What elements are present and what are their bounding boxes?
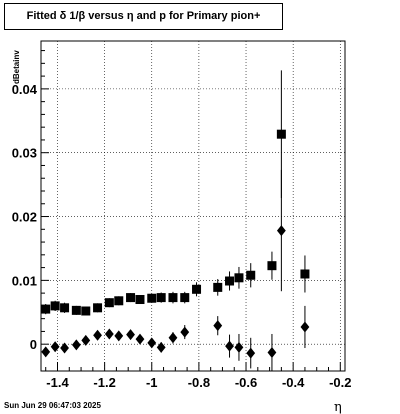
data-point-square [50, 301, 60, 311]
x-tick-label: -0.6 [235, 375, 257, 390]
data-point-diamond [147, 337, 157, 349]
x-tick-label: -1 [146, 375, 158, 390]
x-tick-label: -1.2 [93, 375, 115, 390]
data-point-square [147, 293, 157, 303]
axis-ticks [41, 50, 341, 371]
y-tick-label: 0 [30, 337, 37, 352]
data-point-diamond [93, 329, 102, 341]
data-point-diamond [41, 346, 51, 358]
x-tick-labels: -1.4 -1.2 -1 -0.8 -0.6 -0.4 -0.2 [46, 375, 351, 390]
data-point-square [93, 303, 103, 313]
y-tick-labels: 0 0.01 0.02 0.03 0.04 [12, 82, 38, 352]
plot-frame [40, 40, 346, 372]
data-point-square [104, 298, 114, 308]
data-point-diamond [267, 346, 277, 358]
data-point-square [114, 296, 124, 306]
data-point-diamond [104, 328, 114, 340]
y-tick-label: 0.02 [12, 210, 37, 225]
chart-title-box: Fitted δ 1/β versus η and p for Primary … [4, 3, 283, 30]
data-point-diamond [234, 341, 244, 353]
timestamp-label: Sun Jun 29 06:47:03 2025 [4, 401, 101, 410]
data-point-diamond [276, 225, 286, 237]
y-tick-label: 0.01 [12, 273, 37, 288]
grid-lines [41, 41, 345, 371]
y-tick-label: 0.04 [12, 82, 38, 97]
data-point-square [300, 269, 310, 279]
chart-title: Fitted δ 1/β versus η and p for Primary … [26, 10, 261, 22]
x-axis-label: η [334, 400, 342, 414]
x-tick-label: -0.4 [282, 375, 305, 390]
data-point-diamond [156, 341, 166, 353]
data-point-diamond [50, 341, 60, 353]
x-tick-label: -1.4 [46, 375, 69, 390]
data-point-square [276, 129, 286, 139]
data-point-diamond [246, 347, 256, 359]
data-point-square [168, 293, 178, 303]
data-point-square [246, 270, 256, 280]
y-axis-label: dBetainv [12, 50, 21, 84]
data-point-square [192, 284, 202, 294]
data-point-square [126, 293, 136, 303]
data-point-square [71, 305, 81, 315]
data-point-square [267, 261, 277, 271]
data-point-diamond [180, 326, 190, 338]
data-point-square [180, 293, 190, 303]
data-point-diamond [81, 334, 91, 346]
data-point-square [156, 293, 166, 303]
data-point-square [60, 303, 70, 313]
data-point-square [81, 306, 91, 316]
data-point-square [234, 273, 244, 283]
data-point-diamond [135, 333, 145, 345]
data-point-diamond [126, 329, 135, 341]
data-point-diamond [71, 339, 81, 351]
data-point-diamond [60, 342, 69, 354]
data-point-diamond [114, 330, 124, 342]
data-point-square [41, 304, 51, 314]
data-point-diamond [168, 332, 178, 344]
data-point-diamond [213, 320, 223, 332]
data-point-square [225, 276, 235, 286]
data-series [41, 70, 310, 371]
data-point-square [135, 295, 145, 305]
y-tick-label: 0.03 [12, 146, 37, 161]
x-tick-label: -0.2 [329, 375, 351, 390]
data-point-diamond [300, 321, 310, 333]
data-point-square [213, 282, 223, 292]
x-tick-label: -0.8 [188, 375, 210, 390]
data-point-diamond [225, 340, 234, 352]
